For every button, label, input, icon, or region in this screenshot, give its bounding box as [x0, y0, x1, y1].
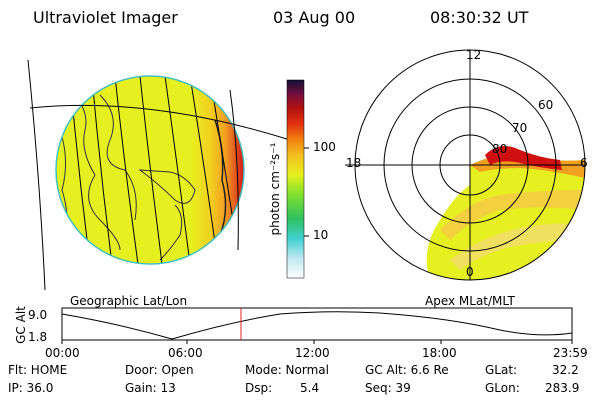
mlt-label-0: 0 [466, 265, 474, 279]
gain-status: Gain: 13 [125, 381, 176, 395]
altitude-xtick-0600: 06:00 [168, 346, 203, 360]
altitude-ytick-bottom: 1.8 [28, 330, 48, 344]
colorbar-tick-100: 100 [313, 140, 336, 154]
date-label: 03 Aug 00 [273, 8, 356, 27]
mlat-label-60: 60 [538, 98, 554, 112]
colorbar-tick-10: 10 [313, 228, 329, 242]
gc-alt-status: GC Alt: 6.6 Re [365, 363, 449, 377]
apex-caption: Apex MLat/MLT [425, 294, 515, 308]
dsp-value: 5.4 [300, 381, 320, 395]
ip-status: IP: 36.0 [8, 381, 54, 395]
flight-status: Flt: HOME [8, 363, 68, 377]
seq-status: Seq: 39 [365, 381, 411, 395]
glat-value: 32.2 [552, 363, 579, 377]
geographic-caption: Geographic Lat/Lon [70, 294, 188, 308]
altitude-xtick-1200: 12:00 [295, 346, 330, 360]
glon-label: GLon: [485, 381, 520, 395]
mlt-label-18: 18 [346, 156, 362, 170]
glon-value: 283.9 [545, 381, 580, 395]
altitude-curve [61, 311, 573, 340]
altitude-ylabel: GC Alt [14, 306, 28, 344]
colorbar-unit-label: photon cm⁻²s⁻¹ [268, 142, 282, 236]
dsp-label: Dsp: [245, 381, 273, 395]
door-status: Door: Open [125, 363, 194, 377]
mlat-label-80: 80 [492, 142, 508, 156]
altitude-xtick-0000: 00:00 [45, 346, 80, 360]
altitude-xtick-2359: 23:59 [553, 346, 588, 360]
mode-status: Mode: Normal [245, 363, 329, 377]
app-title: Ultraviolet Imager [33, 8, 178, 27]
mlat-label-70: 70 [512, 121, 528, 135]
altitude-ytick-top: 9.0 [28, 308, 48, 322]
time-label: 08:30:32 UT [430, 8, 529, 27]
altitude-xtick-1800: 18:00 [422, 346, 457, 360]
glat-label: GLat: [485, 363, 518, 377]
mlt-label-12: 12 [466, 48, 482, 62]
mlt-label-6: 6 [580, 156, 588, 170]
